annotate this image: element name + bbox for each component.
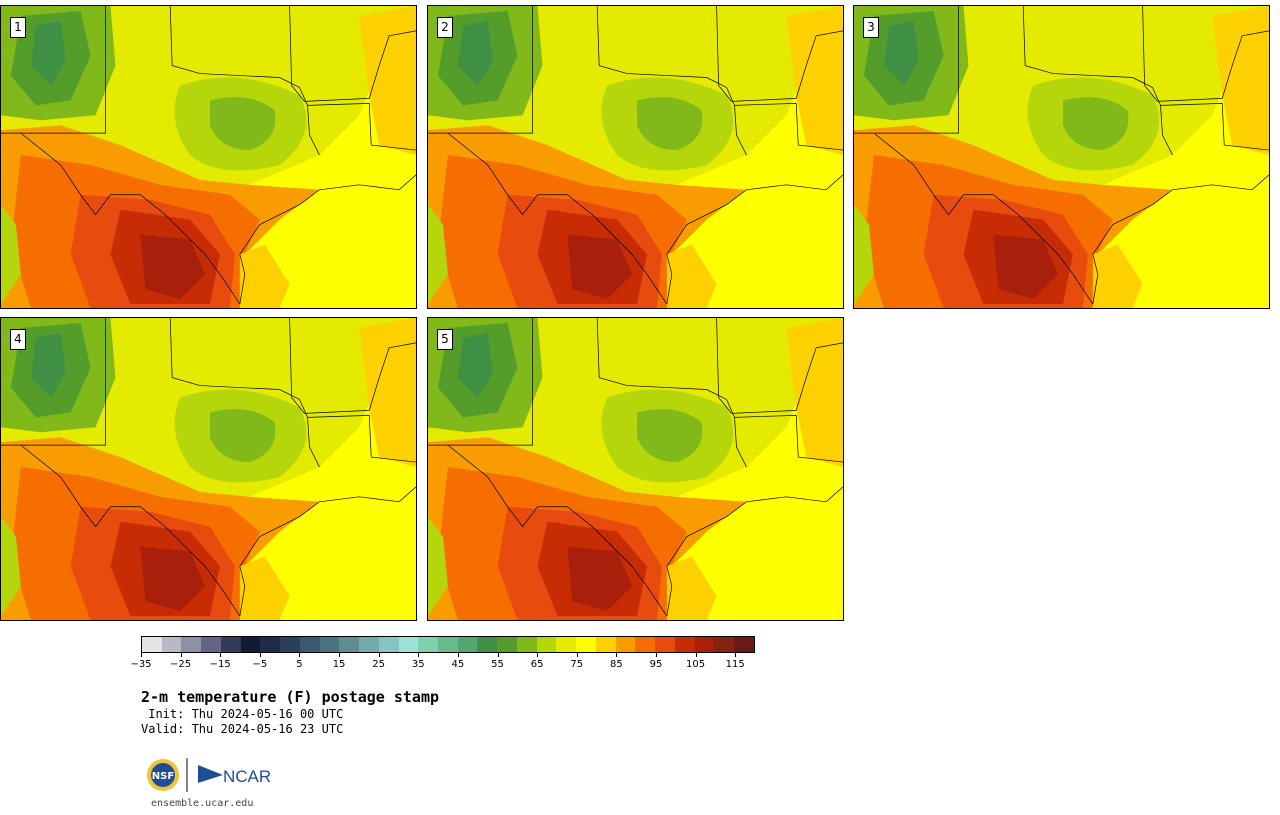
colorbar-cell <box>734 637 754 652</box>
panel-number: 4 <box>10 329 26 350</box>
colorbar-tick-label: −5 <box>252 659 268 670</box>
colorbar-cell <box>299 637 320 652</box>
colorbar-cell <box>694 637 715 652</box>
colorbar-cell <box>359 637 379 652</box>
colorbar-tick <box>735 653 737 657</box>
colorbar-tick <box>339 653 341 657</box>
colorbar-tick <box>299 653 301 657</box>
colorbar-cell <box>220 637 241 652</box>
valid-time: Valid: Thu 2024-05-16 23 UTC <box>141 722 344 736</box>
colorbar-tick-label: 25 <box>372 659 386 670</box>
colorbar-tick <box>537 653 539 657</box>
map-panel-1: 1 <box>0 5 417 309</box>
colorbar-cell <box>398 637 419 652</box>
colorbar-cell <box>181 637 202 652</box>
colorbar-cell <box>477 637 498 652</box>
colorbar-cell <box>319 637 340 652</box>
colorbar-cell <box>339 637 360 652</box>
temperature-map <box>1 6 416 308</box>
panel-number: 2 <box>437 17 453 38</box>
map-panel-5: 5 <box>427 317 844 621</box>
colorbar-tick-label: 35 <box>411 659 425 670</box>
colorbar-cell <box>438 637 458 652</box>
temperature-map <box>428 318 843 620</box>
map-panel-2: 2 <box>427 5 844 309</box>
colorbar-tick <box>141 653 142 657</box>
colorbar-tick-label: 55 <box>491 659 504 670</box>
colorbar-tick <box>497 653 499 657</box>
site-url: ensemble.ucar.edu <box>151 798 254 809</box>
colorbar-cell <box>378 637 399 652</box>
colorbar-cell <box>497 637 517 652</box>
colorbar-tick-label: 15 <box>332 659 346 670</box>
colorbar-tick <box>655 653 657 657</box>
colorbar-cell <box>161 637 182 652</box>
colorbar-tick <box>616 653 618 657</box>
colorbar-cell <box>655 637 675 652</box>
svg-text:NSF: NSF <box>152 771 174 782</box>
colorbar-tick <box>695 653 697 657</box>
colorbar-cell <box>635 637 656 652</box>
colorbar-cell <box>595 637 616 652</box>
colorbar-tick-label: 65 <box>530 659 544 670</box>
colorbar-cell <box>556 637 577 652</box>
panel-number: 1 <box>10 17 26 38</box>
colorbar-cell <box>615 637 636 652</box>
svg-text:NCAR: NCAR <box>223 767 271 786</box>
nsf-ncar-logo: NSF NCAR <box>145 757 275 793</box>
colorbar-cell <box>516 637 537 652</box>
colorbar-tick <box>180 653 182 657</box>
map-panel-4: 4 <box>0 317 417 621</box>
colorbar-tick-label: 105 <box>686 659 706 670</box>
colorbar-cell <box>280 637 300 652</box>
colorbar-tick-label: 5 <box>296 659 303 670</box>
colorbar-tick-label: −25 <box>170 659 192 670</box>
colorbar-cell <box>260 637 281 652</box>
colorbar-tick <box>259 653 261 657</box>
colorbar-tick-label: 115 <box>725 659 745 670</box>
colorbar-tick <box>220 653 222 657</box>
colorbar-tick <box>418 653 420 657</box>
colorbar-tick-label: 75 <box>570 659 584 670</box>
map-panel-3: 3 <box>853 5 1270 309</box>
temperature-map <box>428 6 843 308</box>
colorbar-cell <box>142 637 162 652</box>
colorbar-cell <box>576 637 596 652</box>
colorbar-tick-label: 95 <box>649 659 663 670</box>
init-time: Init: Thu 2024-05-16 00 UTC <box>141 707 344 721</box>
colorbar-tick-label: 85 <box>609 659 623 670</box>
colorbar-cell <box>240 637 261 652</box>
colorbar-ticks: −35 −25 −15 −5 5 15 25 35 45 55 65 75 85 95 105 115 <box>130 653 755 673</box>
colorbar-cell <box>536 637 557 652</box>
panel-number: 3 <box>863 17 879 38</box>
colorbar-tick <box>576 653 578 657</box>
temperature-colorbar <box>141 636 755 653</box>
colorbar-tick <box>457 653 459 657</box>
colorbar-cell <box>418 637 439 652</box>
ncar-mark-icon <box>198 765 223 783</box>
temperature-map <box>854 6 1269 308</box>
colorbar-tick <box>378 653 380 657</box>
colorbar-cell <box>457 637 478 652</box>
colorbar-cell <box>674 637 695 652</box>
colorbar-cell <box>714 637 735 652</box>
colorbar-tick-label: −35 <box>130 659 152 670</box>
panel-number: 5 <box>437 329 453 350</box>
colorbar-tick-label: 45 <box>451 659 465 670</box>
plot-title: 2-m temperature (F) postage stamp <box>141 688 440 706</box>
colorbar-tick-label: −15 <box>209 659 231 670</box>
temperature-map <box>1 318 416 620</box>
colorbar-cell <box>201 637 221 652</box>
